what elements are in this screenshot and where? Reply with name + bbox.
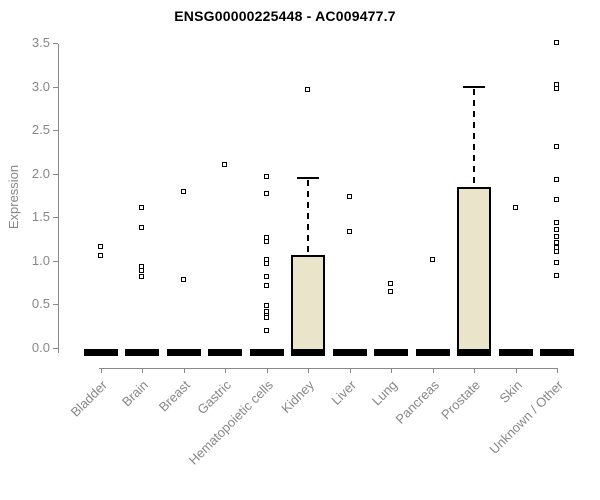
outlier-point [554, 249, 559, 255]
x-tick [349, 368, 351, 373]
y-tick-label: 1.5 [31, 209, 50, 225]
outlier-point [554, 259, 559, 265]
outlier-point [554, 239, 559, 245]
y-tick-label: 0.5 [31, 296, 50, 312]
median-bar-liver [332, 349, 367, 356]
median-bar-prostate [457, 349, 491, 356]
outlier-point [554, 220, 559, 226]
outlier-point [263, 303, 269, 309]
outlier-point [263, 238, 269, 244]
x-tick [515, 368, 517, 373]
median-bar-lung [374, 349, 408, 356]
y-tick [53, 348, 58, 349]
x-tick [266, 368, 268, 373]
x-tick [432, 368, 434, 373]
outlier-point [263, 328, 269, 334]
y-tick [53, 260, 58, 262]
whisker-cap-prostate [463, 85, 485, 88]
outlier-point [263, 190, 269, 196]
outlier-point [263, 283, 269, 289]
outlier-point [554, 196, 559, 202]
box-prostate [457, 186, 491, 349]
y-tick-label: 2.0 [31, 165, 50, 181]
y-tick [53, 304, 58, 306]
y-tick [53, 86, 58, 88]
x-tick [474, 368, 475, 373]
x-tick [557, 368, 558, 373]
outlier-point [554, 86, 559, 92]
y-tick-label: 2.5 [31, 122, 50, 138]
outlier-point [554, 272, 559, 278]
outlier-point [263, 260, 269, 266]
outlier-point [429, 257, 435, 262]
outlier-point [263, 274, 269, 280]
outlier-point [554, 143, 559, 149]
median-bar-gastric [208, 349, 242, 356]
x-tick [100, 368, 102, 373]
y-tick-label: 0.0 [31, 340, 50, 355]
y-tick [53, 173, 58, 175]
outlier-point [97, 252, 103, 258]
median-bar-hematopoietic-cells [249, 349, 284, 356]
outlier-point [139, 224, 144, 230]
x-tick [391, 368, 392, 373]
x-tick [142, 368, 143, 373]
chart-title: ENSG00000225448 - AC009477.7 [174, 8, 396, 24]
outlier-point [139, 274, 144, 280]
x-tick [308, 368, 309, 373]
outlier-point [97, 243, 103, 249]
outlier-point [139, 204, 144, 210]
median-bar-breast [166, 349, 201, 356]
y-tick-label: 1.0 [31, 252, 50, 268]
outlier-point [305, 87, 310, 93]
median-bar-unknown-other [540, 349, 574, 356]
outlier-point [554, 234, 559, 240]
y-tick-label: 3.5 [31, 35, 50, 50]
outlier-point [180, 189, 186, 194]
outlier-point [554, 40, 559, 45]
whisker-kidney [307, 180, 309, 255]
x-tick [183, 368, 185, 373]
outlier-point [512, 204, 518, 210]
y-axis-title: Expression [6, 164, 21, 230]
outlier-point [222, 162, 227, 167]
outlier-point [346, 194, 352, 200]
outlier-point [388, 289, 393, 295]
whisker-cap-kidney [297, 177, 319, 180]
median-bar-bladder [83, 349, 118, 356]
outlier-point [180, 277, 186, 282]
y-axis-line [58, 44, 59, 353]
y-tick [53, 43, 58, 44]
y-tick [53, 130, 58, 132]
y-tick-label: 3.0 [31, 78, 50, 94]
x-axis-line [99, 368, 558, 369]
outlier-point [554, 226, 559, 232]
outlier-point [388, 281, 393, 287]
y-tick [53, 217, 58, 219]
median-bar-kidney [291, 349, 325, 356]
median-bar-skin [498, 349, 533, 356]
median-bar-pancreas [415, 349, 450, 356]
outlier-point [263, 174, 269, 180]
outlier-point [554, 176, 559, 182]
outlier-point [263, 315, 269, 321]
outlier-point [346, 229, 352, 235]
whisker-prostate [473, 88, 475, 187]
median-bar-brain [125, 349, 159, 356]
box-kidney [291, 254, 325, 349]
outlier-point [139, 268, 144, 274]
x-tick [225, 368, 226, 373]
